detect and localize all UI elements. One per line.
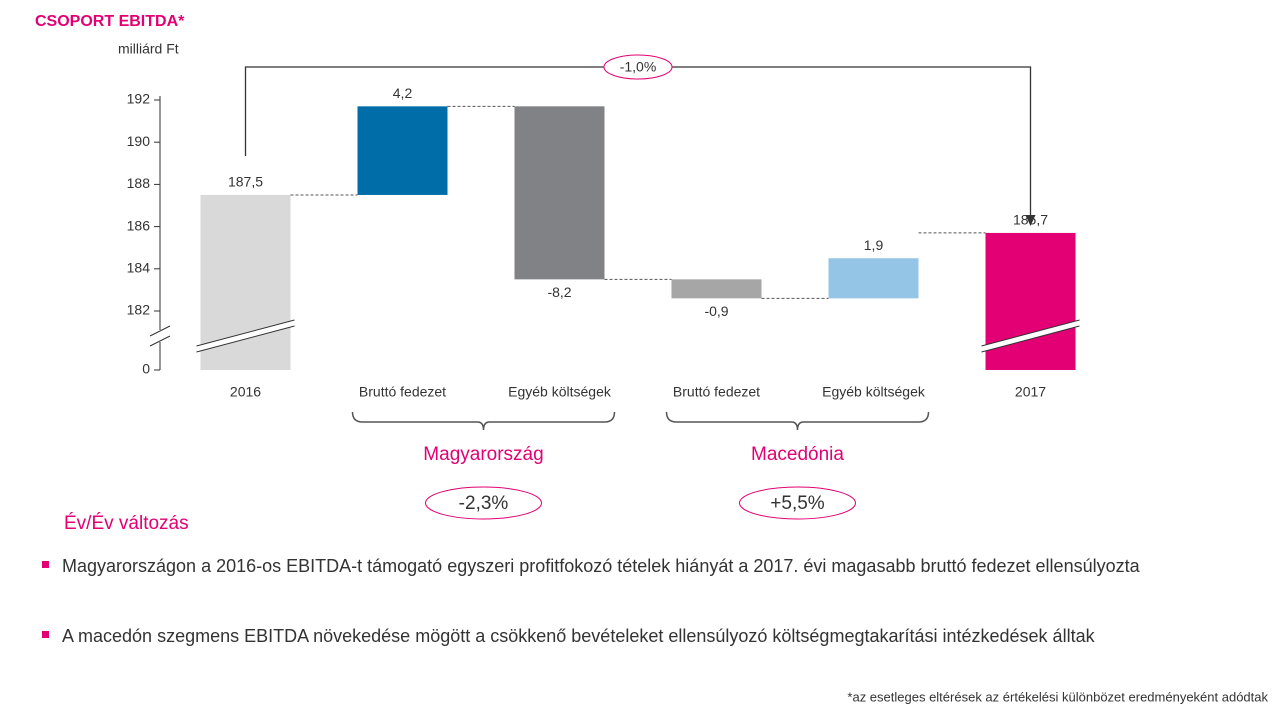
bar-break-line <box>196 319 295 347</box>
bar <box>985 232 1076 370</box>
group-badge <box>739 486 856 520</box>
footnote: *az esetleges eltérések az értékelési kü… <box>847 689 1268 704</box>
arrow-head <box>1025 215 1036 226</box>
value-label: 4,2 <box>393 85 413 101</box>
bar <box>671 279 762 299</box>
y-tick-label: 186 <box>127 217 151 233</box>
bar <box>357 106 448 195</box>
bar-break <box>196 320 295 352</box>
bar-break-line <box>981 319 1080 347</box>
bar <box>514 106 605 280</box>
total-change-badge <box>603 54 673 80</box>
group-badge <box>425 486 542 520</box>
group-change: -2,3% <box>459 493 509 514</box>
group-label: Magyarország <box>423 444 543 465</box>
bar-break-line <box>196 325 295 353</box>
bar-break-line <box>981 325 1080 353</box>
x-tick-label: Bruttó fedezet <box>359 384 446 400</box>
y-tick-label: 188 <box>127 175 151 191</box>
axis-break <box>149 325 171 337</box>
group-bracket <box>665 411 930 431</box>
group-label: Macedónia <box>751 444 844 465</box>
x-tick-label: Bruttó fedezet <box>673 384 760 400</box>
value-label: -0,9 <box>704 303 728 319</box>
bullet: Magyarországon a 2016-os EBITDA-t támoga… <box>42 552 1242 580</box>
x-tick-label: 2017 <box>1015 384 1046 400</box>
y-axis-label: milliárd Ft <box>118 41 179 57</box>
value-label: 1,9 <box>864 237 884 253</box>
group-bracket <box>351 411 616 431</box>
total-change: -1,0% <box>620 59 657 75</box>
y-tick-label: 0 <box>142 361 150 377</box>
axis-break <box>149 335 171 347</box>
y-tick-label: 190 <box>127 133 151 149</box>
y-tick-label: 192 <box>127 91 151 107</box>
value-label: -8,2 <box>547 284 571 300</box>
group-change: +5,5% <box>770 493 825 514</box>
bar <box>828 258 919 299</box>
y-tick-label: 182 <box>127 302 151 318</box>
section-title: Év/Év változás <box>64 513 189 534</box>
bullet: A macedón szegmens EBITDA növekedése mög… <box>42 622 1242 650</box>
x-tick-label: Egyéb költségek <box>822 384 926 400</box>
y-tick-label: 184 <box>127 260 151 276</box>
chart-title: CSOPORT EBITDA* <box>35 13 185 30</box>
x-tick-label: Egyéb költségek <box>508 384 612 400</box>
bar-break <box>981 320 1080 352</box>
value-label: 187,5 <box>228 174 263 190</box>
x-tick-label: 2016 <box>230 384 261 400</box>
axis-break-gap <box>150 330 170 342</box>
